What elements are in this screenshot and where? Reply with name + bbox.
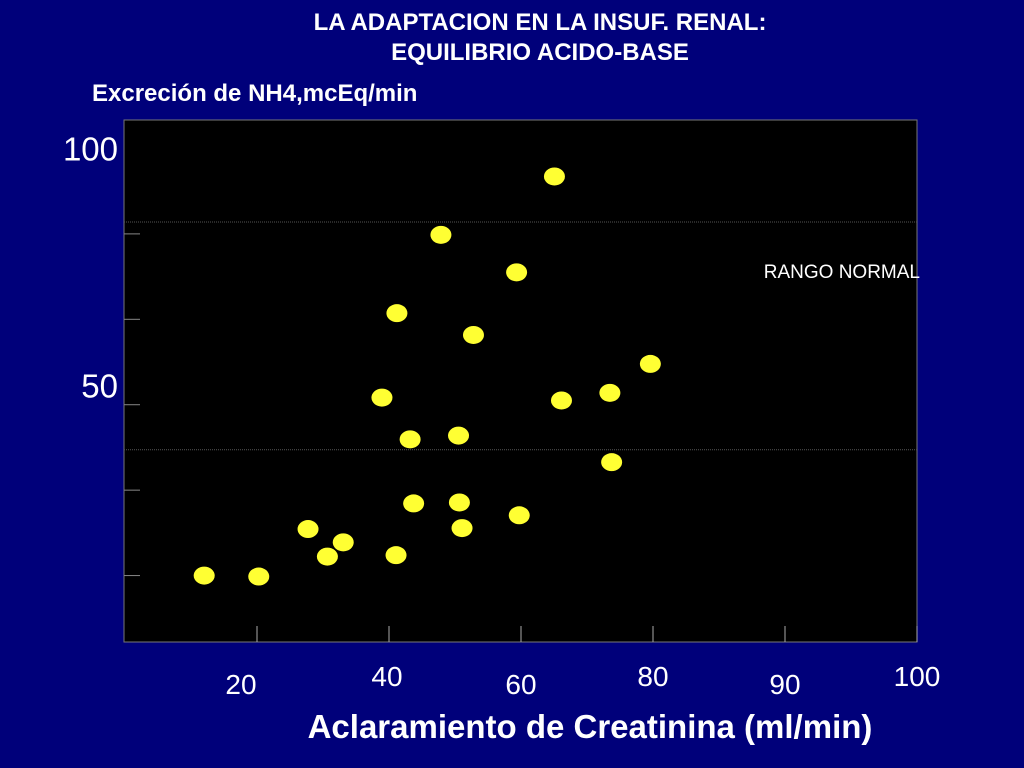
data-point [316,547,338,566]
plot-area [123,119,918,643]
data-point [451,519,473,538]
data-point [508,506,530,525]
data-point [599,383,621,402]
y-tick-label: 100 [63,130,118,167]
data-point [399,430,421,449]
data-point [601,453,623,472]
chart-title-line-2: EQUILIBRIO ACIDO-BASE [391,39,689,66]
data-point [430,225,452,244]
data-point [332,533,354,552]
data-point [448,493,470,512]
x-axis-label: Aclaramiento de Creatinina (ml/min) [307,708,873,745]
x-tick-label: 100 [894,661,941,692]
chart-title-line-1: LA ADAPTACION EN LA INSUF. RENAL: [313,9,767,36]
x-tick-label: 80 [637,661,668,692]
x-tick-label: 90 [769,669,800,700]
data-point [639,354,661,373]
data-point [193,566,215,585]
data-point [385,546,407,565]
data-point [543,167,565,186]
y-tick-label: 50 [81,368,118,405]
data-point [386,304,408,323]
data-point [297,520,319,539]
data-point [248,567,270,586]
data-point [550,391,572,410]
x-tick-label: 20 [225,669,256,700]
data-point [371,388,393,407]
y-axis-label: Excreción de NH4,mcEq/min [92,80,418,107]
annotation-rango-normal: RANGO NORMAL [764,262,920,283]
x-tick-label: 60 [505,669,536,700]
chart-title: LA ADAPTACION EN LA INSUF. RENAL: EQUILI… [0,8,1024,68]
x-tick-label: 40 [371,661,402,692]
data-point [506,263,528,282]
data-point [448,426,470,445]
data-point [462,325,484,344]
data-point [403,494,425,513]
